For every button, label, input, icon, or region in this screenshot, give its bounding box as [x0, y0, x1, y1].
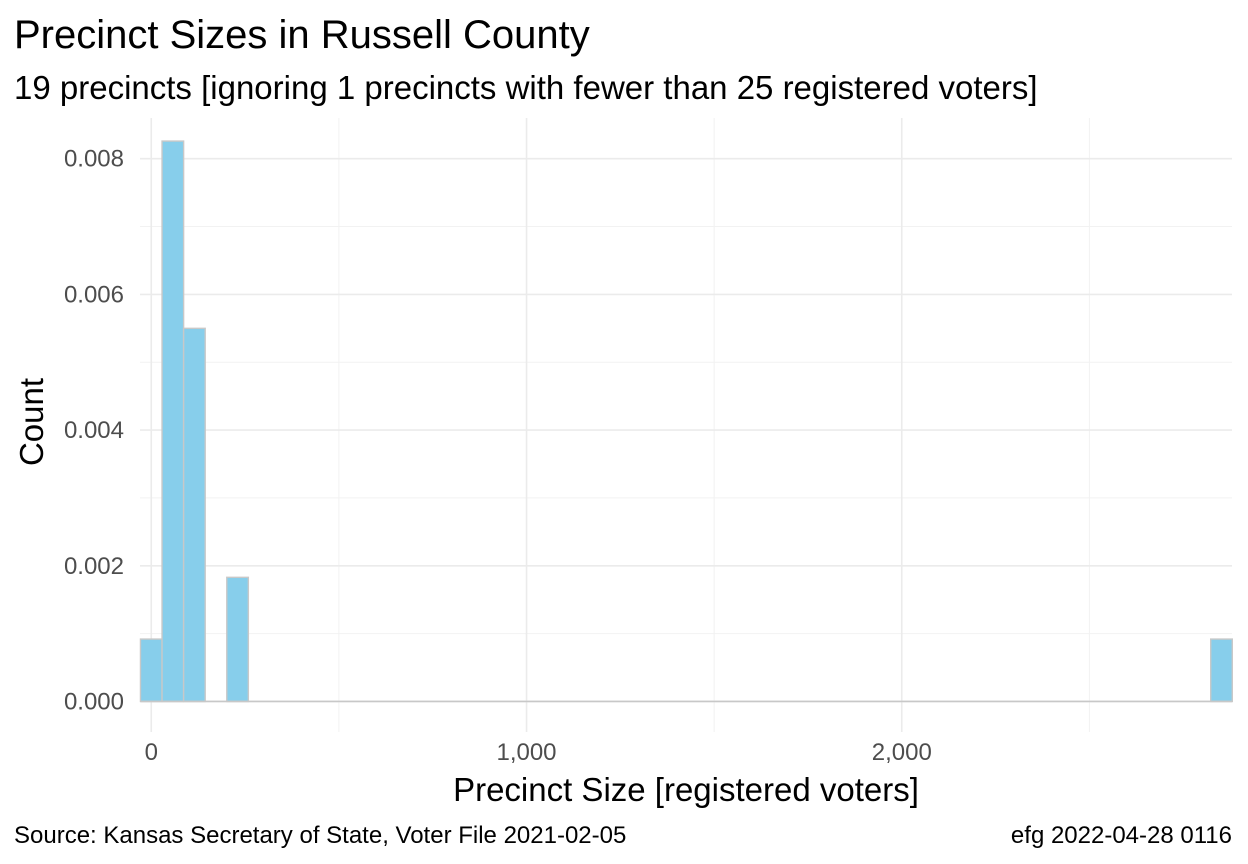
y-tick-label: 0.006 — [64, 281, 124, 308]
chart-subtitle: 19 precincts [ignoring 1 precincts with … — [14, 69, 1038, 106]
grid-lines — [140, 118, 1232, 732]
chart-title: Precinct Sizes in Russell County — [14, 13, 590, 57]
source-caption: Source: Kansas Secretary of State, Voter… — [14, 822, 626, 849]
timestamp-caption: efg 2022-04-28 0116 — [1011, 822, 1232, 849]
histogram-bar — [161, 140, 185, 703]
histogram-bar — [226, 576, 250, 703]
y-axis-title: Count — [13, 378, 50, 466]
y-tick-label: 0.004 — [64, 417, 124, 444]
x-tick-label: 1,000 — [496, 739, 556, 766]
histogram-bar — [182, 327, 206, 703]
histogram-bar — [1210, 638, 1233, 703]
axes: 0 1,000 2,000 0.000 0.002 0.004 0.006 0.008 — [64, 146, 932, 766]
y-tick-label: 0.000 — [64, 688, 124, 715]
x-axis-title: Precinct Size [registered voters] — [453, 771, 919, 808]
x-tick-label: 0 — [145, 739, 158, 766]
histogram-bar — [139, 638, 163, 703]
bars — [139, 140, 1233, 703]
y-tick-label: 0.002 — [64, 553, 124, 580]
x-tick-label: 2,000 — [872, 739, 932, 766]
y-tick-label: 0.008 — [64, 146, 124, 173]
